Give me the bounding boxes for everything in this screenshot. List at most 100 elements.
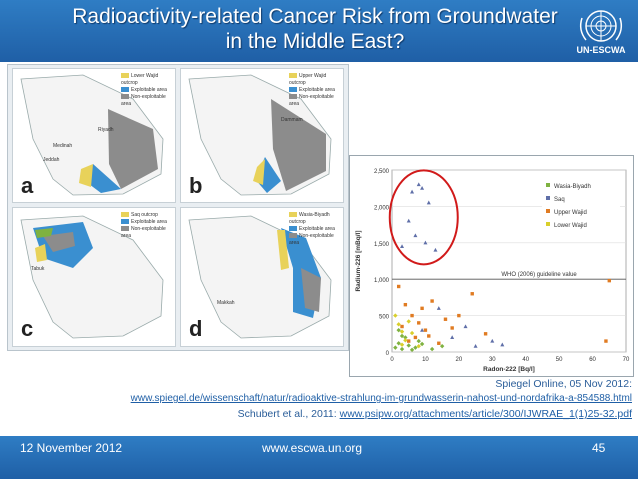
panel-letter-c: c — [21, 316, 34, 341]
x-tick-label: 20 — [456, 357, 463, 363]
caption-spiegel: Spiegel Online, 05 Nov 2012: — [495, 378, 632, 390]
y-tick-label: 1,000 — [374, 278, 390, 284]
y-tick-label: 1,500 — [374, 242, 390, 248]
data-point — [473, 343, 478, 348]
data-point — [450, 326, 454, 330]
footer-website[interactable]: www.escwa.un.org — [262, 441, 363, 455]
map-legend-a: Lower Wajid outcrop Exploitable area Non… — [121, 73, 167, 107]
data-point — [439, 343, 445, 349]
data-point — [437, 341, 441, 345]
data-point — [409, 330, 415, 336]
data-point — [410, 313, 414, 318]
data-point — [420, 327, 425, 332]
data-point — [426, 200, 431, 205]
data-point — [407, 339, 411, 343]
data-point — [393, 345, 398, 350]
data-point — [410, 189, 415, 194]
x-tick-label: 50 — [556, 357, 563, 363]
data-point — [607, 278, 611, 283]
data-point — [604, 339, 608, 343]
scatter-chart: 0 500 1,000 1,500 2,000 2,500 0 10 20 30 40 50 60 70 W… — [349, 155, 634, 377]
legend-swatch — [546, 183, 550, 187]
data-point — [413, 345, 418, 350]
place-tabuk: Tabuk — [31, 266, 45, 272]
legend-swatch — [546, 222, 550, 226]
data-point — [443, 317, 448, 321]
data-point — [399, 333, 405, 339]
caption-schubert: Schubert et al., 2011: www.psipw.org/att… — [238, 408, 632, 420]
panel-letter-d: d — [189, 316, 203, 341]
map-figure: a Lower Wajid outcrop Exploitable area N… — [7, 64, 349, 351]
footer-bar: 12 November 2012 www.escwa.un.org 45 — [0, 436, 638, 479]
x-tick-label: 40 — [522, 357, 529, 363]
data-point — [500, 342, 505, 347]
data-point — [419, 341, 425, 347]
y-tick-label: 2,000 — [374, 205, 390, 211]
data-point — [406, 218, 411, 223]
x-tick-label: 0 — [390, 357, 394, 363]
legend-label: Lower Wajid — [554, 223, 587, 229]
data-point — [483, 332, 488, 336]
place-riyadh: Riyadh — [98, 127, 114, 133]
data-point — [416, 338, 421, 344]
x-tick-label: 30 — [489, 357, 496, 363]
data-point — [417, 321, 421, 325]
data-point — [416, 182, 421, 187]
data-point — [399, 346, 405, 352]
data-point — [450, 335, 455, 340]
data-point — [423, 240, 428, 245]
slide-title: Radioactivity-related Cancer Risk from G… — [72, 5, 558, 53]
x-axis-label: Radon-222 [Bq/l] — [483, 366, 535, 373]
un-logo-icon — [579, 10, 623, 42]
data-point — [400, 324, 404, 329]
x-tick-label: 70 — [623, 357, 630, 363]
data-point — [490, 338, 495, 343]
header-bar: Radioactivity-related Cancer Risk from G… — [0, 0, 638, 62]
chart-legend-box — [542, 178, 620, 234]
who-guideline-label: WHO (2006) guideline value — [501, 272, 577, 278]
data-point — [436, 306, 441, 310]
highlight-circle — [388, 169, 459, 266]
legend-label: Wasia-Biyadh — [554, 184, 591, 190]
map-panel-c: c Saq outcrop Exploitable area Non-explo… — [12, 207, 176, 347]
place-medinah: Medinah — [53, 143, 73, 149]
data-point — [403, 338, 408, 343]
legend-label: Saq — [554, 197, 565, 203]
data-point — [416, 343, 421, 349]
place-dammam: Dammam — [281, 117, 303, 123]
data-point — [463, 324, 468, 329]
place-jeddah: Jeddah — [43, 157, 60, 163]
y-tick-label: 500 — [379, 315, 390, 321]
data-point — [457, 313, 461, 318]
map-panel-b: b Upper Wajid outcrop Exploitable area N… — [180, 68, 344, 203]
panel-letter-a: a — [21, 173, 34, 198]
link-schubert[interactable]: www.psipw.org/attachments/article/300/IJ… — [339, 408, 632, 420]
map-panel-a: a Lower Wajid outcrop Exploitable area N… — [12, 68, 176, 203]
data-point — [430, 299, 434, 303]
legend-swatch — [546, 196, 550, 200]
map-legend-d: Wasia-Biyadh outcrop Exploitable area No… — [289, 212, 335, 246]
data-point — [429, 346, 435, 352]
data-point — [420, 186, 425, 190]
legend-label: Upper Wajid — [554, 210, 587, 216]
data-point — [413, 233, 418, 238]
data-point — [403, 302, 408, 307]
panel-letter-b: b — [189, 173, 203, 198]
footer-date: 12 November 2012 — [20, 441, 123, 455]
footer-page-number: 45 — [592, 441, 606, 455]
data-point — [423, 328, 428, 332]
data-point — [403, 335, 408, 340]
data-point — [396, 284, 401, 289]
map-legend-c: Saq outcrop Exploitable area Non-exploit… — [121, 212, 167, 239]
data-point — [396, 327, 401, 333]
data-point — [420, 306, 424, 311]
data-point — [393, 313, 398, 318]
data-point — [396, 322, 401, 327]
map-legend-b: Upper Wajid outcrop Exploitable area Non… — [289, 73, 335, 107]
x-tick-label: 60 — [589, 357, 596, 363]
chart-svg: 0 500 1,000 1,500 2,000 2,500 0 10 20 30 40 50 60 70 W… — [355, 169, 630, 373]
link-spiegel[interactable]: www.spiegel.de/wissenschaft/natur/radioa… — [130, 393, 632, 404]
data-point — [400, 244, 405, 249]
data-point — [413, 335, 418, 340]
legend-swatch — [546, 209, 550, 213]
